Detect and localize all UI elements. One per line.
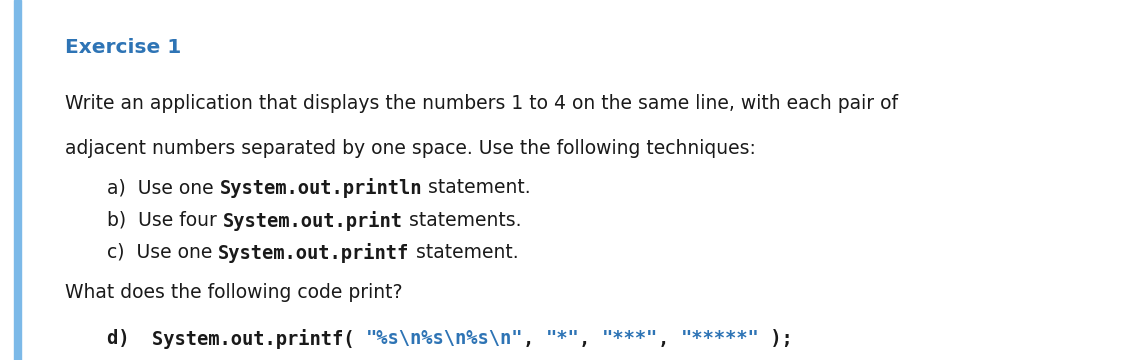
Text: System.out.println: System.out.println [219,178,422,198]
Text: ,: , [658,329,681,348]
Text: statements.: statements. [403,211,521,230]
Text: ,: , [579,329,602,348]
Text: Exercise 1: Exercise 1 [65,38,181,57]
Text: System.out.printf(: System.out.printf( [152,329,366,350]
Text: "*": "*" [546,329,579,348]
Text: a)  Use one: a) Use one [107,178,219,197]
Text: statement.: statement. [410,243,519,262]
Text: statement.: statement. [422,178,531,197]
Text: "***": "***" [602,329,658,348]
Text: c)  Use one: c) Use one [107,243,218,262]
Text: System.out.print: System.out.print [223,211,403,231]
Text: Write an application that displays the numbers 1 to 4 on the same line, with eac: Write an application that displays the n… [65,94,898,113]
Text: System.out.printf: System.out.printf [218,243,410,263]
Text: d): d) [107,329,152,348]
Text: ,: , [523,329,546,348]
Text: );: ); [759,329,793,348]
Text: adjacent numbers separated by one space. Use the following techniques:: adjacent numbers separated by one space.… [65,139,756,158]
Text: "*****": "*****" [681,329,759,348]
Text: b)  Use four: b) Use four [107,211,223,230]
Text: What does the following code print?: What does the following code print? [65,283,403,302]
Text: "%s\n%s\n%s\n": "%s\n%s\n%s\n" [366,329,523,348]
